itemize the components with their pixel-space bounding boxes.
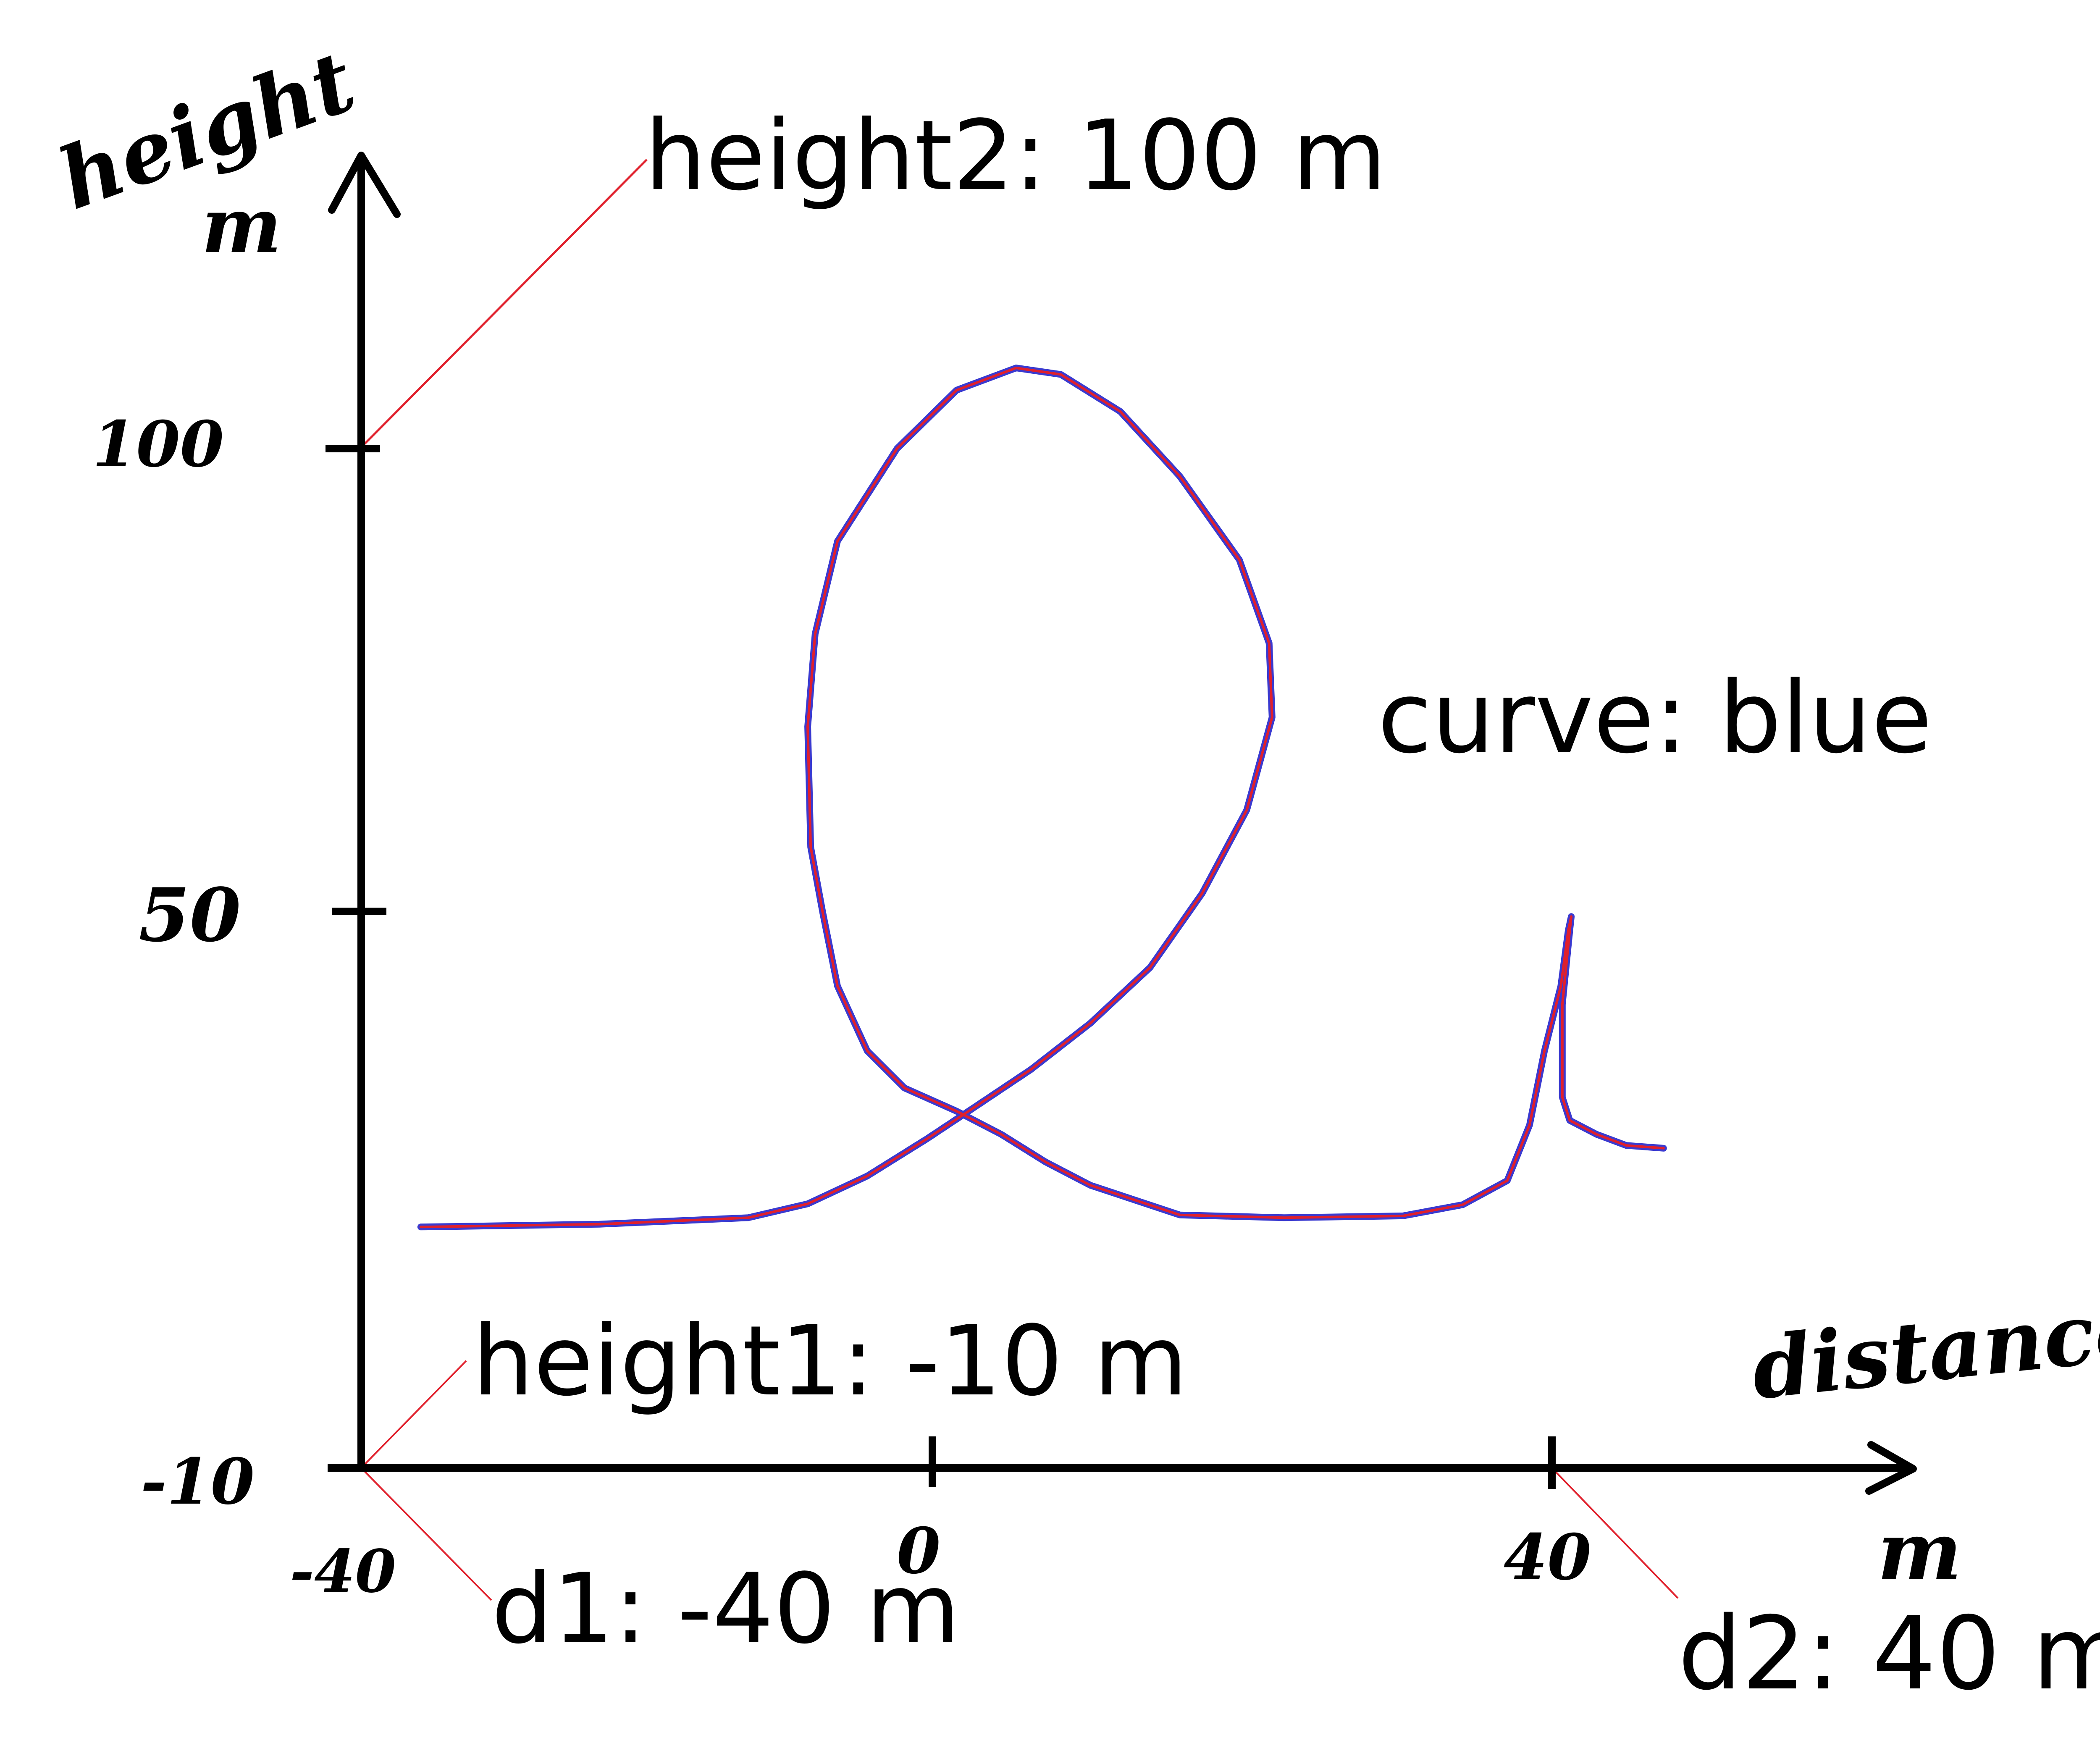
y-axis-unit: m xyxy=(202,181,281,270)
annotation-height1: height1: -10 m xyxy=(472,1305,1188,1418)
annotation-height2: height2: 100 m xyxy=(645,100,1386,212)
height2-leader-line xyxy=(360,159,648,448)
y-axis-arrowhead xyxy=(328,152,401,218)
d2-leader-line xyxy=(1551,1467,1679,1599)
x-tick-label-40: 40 xyxy=(1504,1520,1591,1594)
annotation-d1: d1: -40 m xyxy=(491,1553,960,1665)
y-tick-label-minus10: -10 xyxy=(141,1445,255,1519)
y-tick-label-100: 100 xyxy=(92,407,224,481)
d1-leader-line xyxy=(360,1467,492,1601)
y-tick-label-50: 50 xyxy=(139,872,241,958)
series-0-curve-outline xyxy=(419,367,1665,1229)
x-axis-unit: m xyxy=(1877,1504,1962,1598)
height1-leader-line xyxy=(360,1360,467,1469)
annotation-d2: d2: 40 m xyxy=(1678,1595,2100,1712)
x-tick-label-0: 0 xyxy=(897,1514,940,1588)
curve-group xyxy=(417,365,1667,1231)
x-tick-label-minus40: -40 xyxy=(290,1537,396,1606)
series-0-curve-line xyxy=(417,365,1667,1231)
x-axis-label: distance xyxy=(1747,1279,2100,1418)
annotation-curve: curve: blue xyxy=(1378,661,1932,775)
x-axis-arrowhead xyxy=(1865,1441,1917,1495)
